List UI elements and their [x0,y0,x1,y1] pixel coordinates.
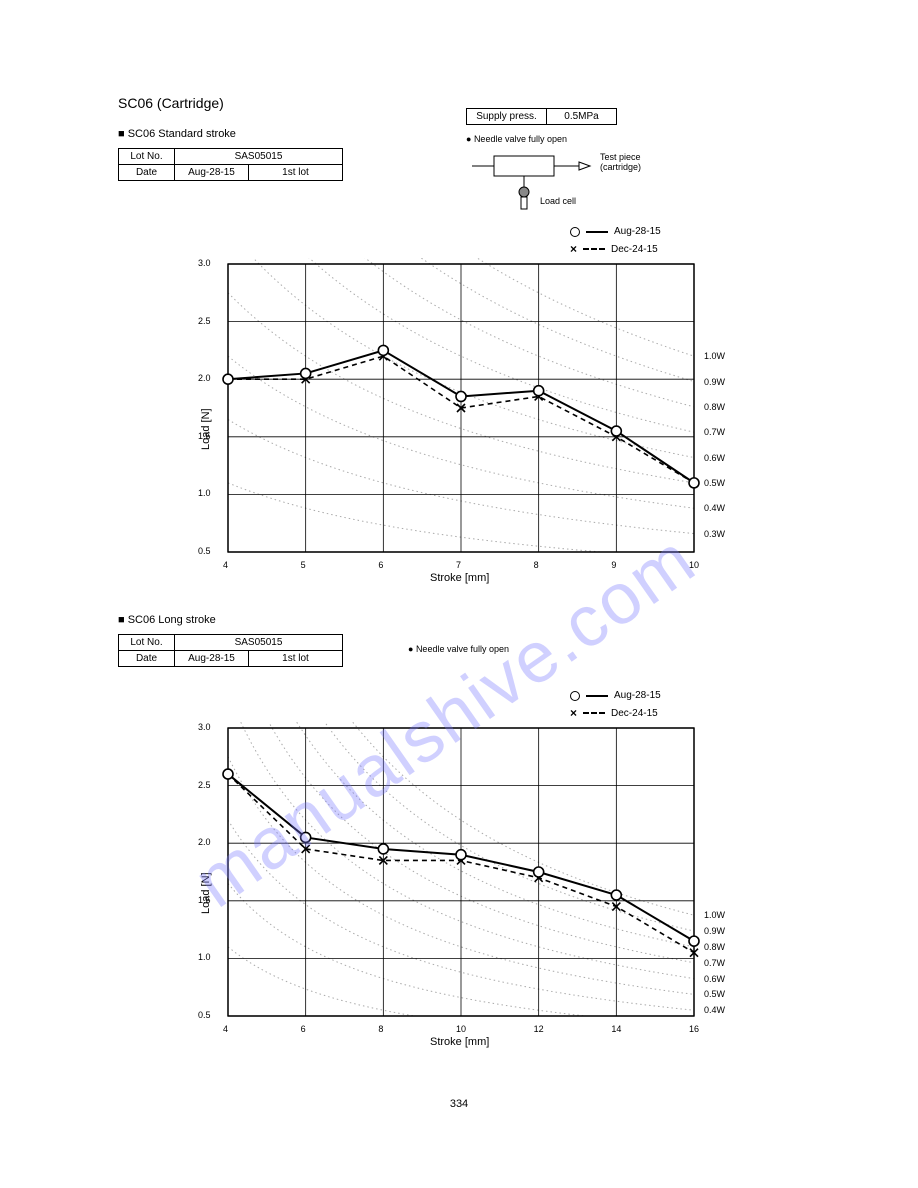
ytick-label: 3.0 [198,258,211,268]
ytick-label: 1.0 [198,488,211,498]
chart1-xlabel: Stroke [mm] [430,572,489,584]
chart2-ylabel: Load [N] [200,872,212,914]
power-label: 0.6W [704,974,725,984]
power-label: 0.5W [704,478,725,488]
dash-line-icon [583,712,605,714]
xtick-label: 9 [611,560,616,570]
section-title: SC06 (Cartridge) [118,95,224,111]
ytick-label: 1.0 [198,952,211,962]
ytick-label: 1.5 [198,895,211,905]
power-label: 1.0W [704,351,725,361]
power-label: 0.8W [704,942,725,952]
xtick-label: 10 [689,560,699,570]
needle-label-1: ● Needle valve fully open [466,134,567,144]
circle-icon [570,227,580,237]
needle-label-2: ● Needle valve fully open [408,644,509,654]
legend1-s2: × Dec-24-15 [570,242,658,256]
power-label: 0.7W [704,958,725,968]
ytick-label: 1.5 [198,431,211,441]
page-number: 334 [450,1098,468,1110]
supply-label: Supply press. [467,109,547,125]
solid-line-icon [586,231,608,233]
power-label: 0.8W [704,402,725,412]
supply-val: 0.5MPa [547,109,617,125]
xtick-label: 4 [223,560,228,570]
power-label: 0.9W [704,926,725,936]
chart1 [222,258,700,558]
ytick-label: 0.5 [198,1010,211,1020]
block2-table: Lot No. SAS05015 Date Aug-28-15 1st lot [118,634,343,667]
xtick-label: 16 [689,1024,699,1034]
block1-table: Lot No. SAS05015 Date Aug-28-15 1st lot [118,148,343,181]
block1-subtitle: ■ SC06 Standard stroke [118,128,236,140]
t1-r1c2: SAS05015 [175,149,343,165]
xtick-label: 7 [456,560,461,570]
t1-r2c1: Date [119,165,175,181]
xtick-label: 14 [611,1024,621,1034]
legend2-s2: × Dec-24-15 [570,706,658,720]
load-cell-label: Load cell [540,196,576,206]
ytick-label: 0.5 [198,546,211,556]
t2-r1c2: SAS05015 [175,635,343,651]
ytick-label: 2.5 [198,316,211,326]
xtick-label: 4 [223,1024,228,1034]
xtick-label: 5 [301,560,306,570]
legend1-s1: Aug-28-15 [570,226,661,237]
t1-r1c1: Lot No. [119,149,175,165]
t1-r2c2a: Aug-28-15 [175,165,249,181]
xtick-label: 6 [301,1024,306,1034]
xtick-label: 6 [378,560,383,570]
x-icon: × [570,242,577,256]
chart2 [222,722,700,1022]
power-label: 1.0W [704,910,725,920]
power-label: 0.6W [704,453,725,463]
legend2-s1: Aug-28-15 [570,690,661,701]
block2-subtitle: ■ SC06 Long stroke [118,614,216,626]
power-label: 0.4W [704,503,725,513]
chart2-xlabel: Stroke [mm] [430,1036,489,1048]
ytick-label: 2.5 [198,780,211,790]
power-label: 0.7W [704,427,725,437]
dash-line-icon [583,248,605,250]
ytick-label: 2.0 [198,837,211,847]
power-label: 0.4W [704,1005,725,1015]
t2-r2c1: Date [119,651,175,667]
xtick-label: 10 [456,1024,466,1034]
test-piece-label: Test piece (cartridge) [600,152,641,172]
supply-table: Supply press. 0.5MPa [466,108,617,125]
xtick-label: 8 [534,560,539,570]
t2-r2c2a: Aug-28-15 [175,651,249,667]
t1-r2c2b: 1st lot [249,165,343,181]
ytick-label: 2.0 [198,373,211,383]
t2-r1c1: Lot No. [119,635,175,651]
solid-line-icon [586,695,608,697]
circle-icon [570,691,580,701]
t2-r2c2b: 1st lot [249,651,343,667]
power-label: 0.5W [704,989,725,999]
power-label: 0.9W [704,377,725,387]
xtick-label: 8 [378,1024,383,1034]
power-label: 0.3W [704,529,725,539]
chart1-ylabel: Load [N] [200,408,212,450]
xtick-label: 12 [534,1024,544,1034]
ytick-label: 3.0 [198,722,211,732]
x-icon: × [570,706,577,720]
